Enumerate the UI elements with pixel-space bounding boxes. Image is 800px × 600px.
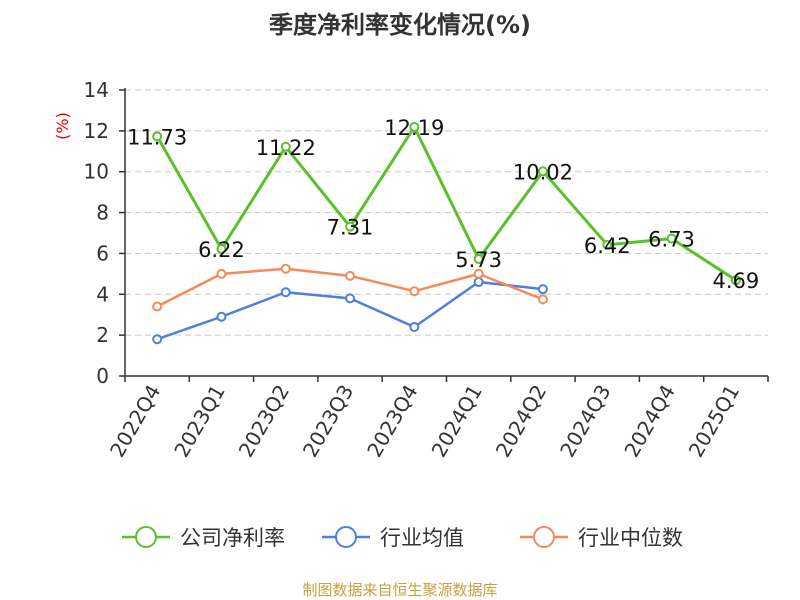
y-tick-label: 14 bbox=[84, 78, 109, 102]
x-tick-label: 2022Q4 bbox=[105, 381, 165, 462]
data-point bbox=[537, 166, 548, 177]
y-tick-label: 8 bbox=[96, 201, 109, 225]
data-label: 12.19 bbox=[384, 116, 444, 140]
data-point bbox=[280, 263, 291, 274]
grid-lines bbox=[125, 89, 768, 336]
data-point bbox=[473, 253, 484, 264]
data-point bbox=[152, 334, 163, 345]
y-axis-label: (%) bbox=[53, 112, 72, 140]
x-tick-label: 2024Q3 bbox=[555, 381, 615, 462]
data-point bbox=[537, 284, 548, 295]
x-tick-label: 2024Q2 bbox=[491, 381, 551, 462]
data-label: 11.73 bbox=[127, 125, 187, 149]
legend-label: 行业中位数 bbox=[578, 526, 683, 550]
data-point bbox=[409, 286, 420, 297]
data-labels: 11.73 6.22 11.22 7.31 12.19 5.73 10.02 6.42 6.73… bbox=[127, 116, 759, 293]
data-label: 7.31 bbox=[327, 216, 374, 240]
data-point bbox=[216, 243, 227, 254]
y-ticks: 0 2 4 6 8 10 12 14 bbox=[84, 78, 109, 388]
legend-marker bbox=[335, 526, 357, 548]
data-point bbox=[473, 268, 484, 279]
data-point bbox=[345, 221, 356, 232]
data-point bbox=[537, 294, 548, 305]
data-point bbox=[666, 233, 677, 244]
y-tick-label: 2 bbox=[96, 323, 109, 347]
series-line-1 bbox=[156, 280, 544, 341]
x-tick-label: 2023Q3 bbox=[298, 381, 358, 462]
axes bbox=[119, 88, 769, 382]
source-note: 制图数据来自恒生聚源数据库 bbox=[302, 581, 497, 599]
data-label: 5.73 bbox=[455, 248, 502, 272]
series-line-0 bbox=[155, 125, 737, 282]
legend-marker bbox=[135, 526, 157, 548]
data-label: 6.73 bbox=[648, 228, 695, 252]
legend: 公司净利率 行业均值 行业中位数 bbox=[122, 526, 683, 550]
data-point bbox=[216, 311, 227, 322]
data-point bbox=[345, 270, 356, 281]
legend-marker bbox=[533, 526, 555, 548]
y-tick-label: 6 bbox=[96, 241, 109, 265]
x-ticks: 2022Q4 2023Q1 2023Q2 2023Q3 2023Q4 2024Q1 2024… bbox=[105, 381, 744, 462]
data-label: 6.42 bbox=[584, 234, 631, 258]
y-tick-label: 12 bbox=[84, 119, 109, 143]
data-label: 6.22 bbox=[198, 238, 245, 262]
data-point bbox=[473, 277, 484, 288]
data-point bbox=[409, 121, 420, 132]
data-point bbox=[280, 287, 291, 298]
chart-title: 季度净利率变化情况(%) bbox=[269, 11, 531, 39]
x-tick-label: 2023Q4 bbox=[362, 381, 422, 462]
data-label: 4.69 bbox=[712, 269, 759, 293]
data-point bbox=[409, 321, 420, 332]
data-label: 11.22 bbox=[256, 136, 316, 160]
y-tick-label: 0 bbox=[96, 364, 109, 388]
data-label: 10.02 bbox=[513, 160, 573, 184]
y-tick-label: 10 bbox=[84, 160, 109, 184]
data-point bbox=[152, 301, 163, 312]
data-point bbox=[602, 239, 613, 250]
x-tick-label: 2025Q1 bbox=[684, 381, 744, 462]
legend-label: 公司净利率 bbox=[180, 526, 285, 550]
data-point bbox=[216, 268, 227, 279]
x-tick-label: 2024Q4 bbox=[619, 381, 679, 462]
x-tick-label: 2023Q2 bbox=[234, 381, 294, 462]
y-tick-label: 4 bbox=[96, 282, 109, 306]
data-point bbox=[730, 275, 741, 286]
data-point bbox=[152, 131, 163, 142]
x-tick-label: 2023Q1 bbox=[169, 381, 229, 462]
series-layer bbox=[152, 121, 741, 345]
data-point bbox=[345, 293, 356, 304]
legend-label: 行业均值 bbox=[380, 526, 464, 550]
x-tick-label: 2024Q1 bbox=[427, 381, 487, 462]
data-point bbox=[280, 141, 291, 152]
